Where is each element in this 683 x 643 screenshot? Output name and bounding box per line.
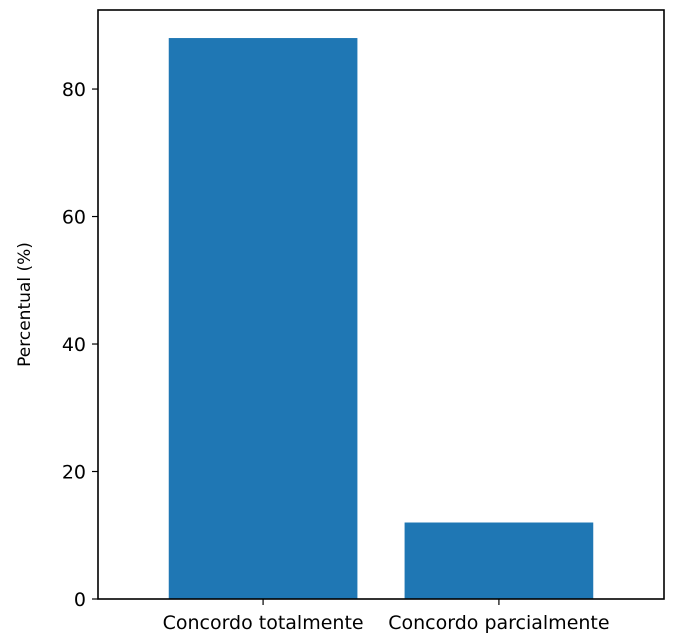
y-tick-label: 20 bbox=[62, 462, 86, 484]
y-tick-label: 80 bbox=[62, 79, 86, 101]
plot-area bbox=[168, 38, 594, 600]
bar-1 bbox=[404, 522, 594, 599]
x-tick-label: Concordo parcialmente bbox=[388, 612, 609, 634]
x-axis: Concordo totalmente Concordo parcialmente bbox=[163, 599, 610, 634]
y-tick-label: 60 bbox=[62, 207, 86, 229]
y-tick-label: 0 bbox=[74, 589, 86, 611]
x-tick-label: Concordo totalmente bbox=[163, 612, 364, 634]
axes-frame bbox=[97, 9, 665, 600]
y-axis-label: Percentual (%) bbox=[15, 242, 35, 367]
y-tick-label: 40 bbox=[62, 334, 86, 356]
bar-0 bbox=[168, 38, 358, 600]
y-axis: 0 20 40 60 80 bbox=[62, 79, 98, 611]
